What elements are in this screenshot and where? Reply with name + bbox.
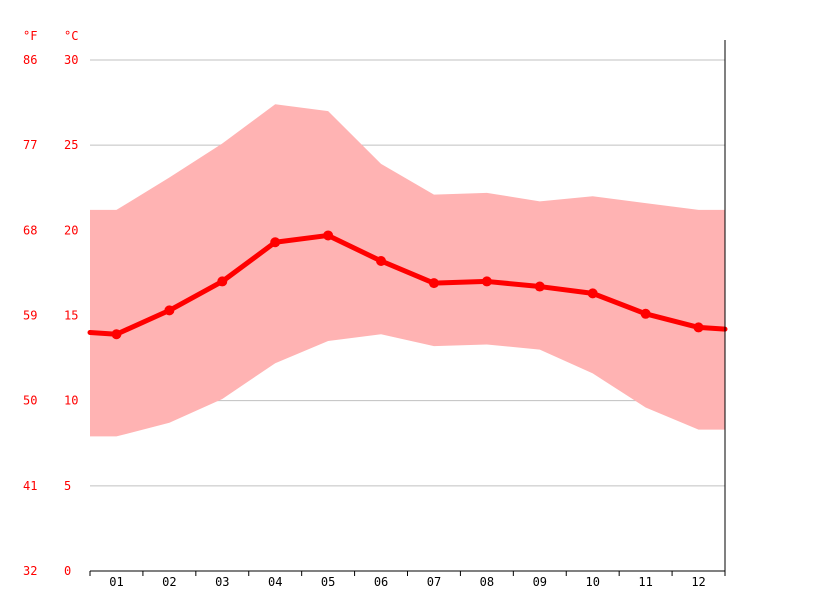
mean-temperature-line: [87, 232, 728, 337]
x-tick-label: 07: [427, 575, 441, 589]
y-tick-label-f: 59: [23, 309, 37, 323]
y-axis-labels: °F °C 32 0 41 5 50 10 59 15 68 20 77 25 86 30: [23, 29, 78, 578]
data-point: [640, 308, 651, 319]
y-tick-label-c: 5: [64, 479, 71, 493]
data-point: [270, 237, 281, 248]
y-tick-label-f: 68: [23, 223, 37, 237]
x-tick-label: 04: [268, 575, 282, 589]
x-tick-label: 12: [691, 575, 705, 589]
data-point: [534, 281, 545, 292]
x-tick-label: 11: [638, 575, 652, 589]
y-tick-label-c: 10: [64, 394, 78, 408]
y-unit-f-label: °F: [23, 29, 37, 43]
axes: [89, 40, 726, 576]
data-point: [217, 276, 228, 287]
x-tick-label: 03: [215, 575, 229, 589]
data-point: [587, 288, 598, 299]
mean-temperature-series: [87, 230, 728, 340]
x-tick-label: 02: [162, 575, 176, 589]
data-point: [481, 276, 492, 287]
data-point: [376, 255, 387, 266]
y-tick-label-c: 25: [64, 138, 78, 152]
y-tick-label-f: 50: [23, 394, 37, 408]
y-tick-label-f: 86: [23, 53, 37, 67]
x-tick-label: 10: [585, 575, 599, 589]
y-tick-label-f: 77: [23, 138, 37, 152]
data-point: [164, 305, 175, 316]
x-axis-labels: 01 02 03 04 05 06 07 08 09 10 11 12: [109, 575, 706, 589]
y-tick-label-c: 0: [64, 564, 71, 578]
y-tick-label-c: 30: [64, 53, 78, 67]
y-tick-label-c: 20: [64, 223, 78, 237]
y-tick-label-f: 32: [23, 564, 37, 578]
x-tick-label: 06: [374, 575, 388, 589]
y-tick-label-f: 41: [23, 479, 37, 493]
data-point: [323, 230, 334, 241]
data-point: [428, 278, 439, 289]
x-tick-label: 08: [480, 575, 494, 589]
x-tick-label: 05: [321, 575, 335, 589]
y-tick-label-c: 15: [64, 309, 78, 323]
data-point: [111, 329, 122, 340]
x-tick-label: 01: [109, 575, 123, 589]
y-unit-c-label: °C: [64, 29, 78, 43]
x-tick-label: 09: [533, 575, 547, 589]
data-point: [693, 322, 704, 333]
